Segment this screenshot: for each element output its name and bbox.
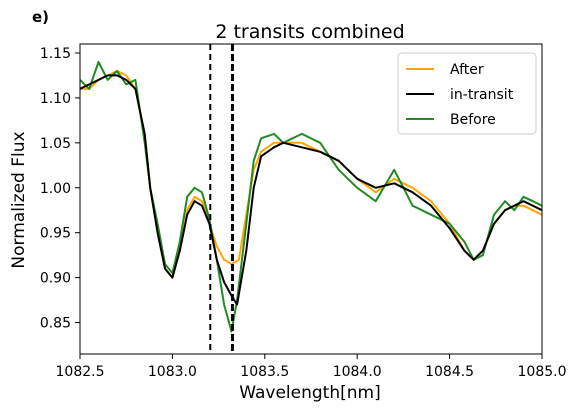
x-tick-label: 1083.0: [148, 364, 197, 380]
legend-label: Before: [450, 112, 496, 128]
y-tick-label: 1.10: [40, 91, 71, 107]
series-line-in-transit: [80, 74, 542, 306]
x-axis: 1082.5 1083.0 1083.5 1084.0 1084.5 1085.0: [56, 354, 567, 380]
legend-box: [397, 52, 537, 135]
x-tick-label: 1083.5: [240, 364, 289, 380]
y-axis-label: Normalized Flux: [9, 131, 29, 268]
legend-label: After: [450, 62, 484, 78]
legend-label: in-transit: [450, 87, 514, 103]
chart-title: 2 transits combined: [215, 21, 404, 43]
series-layer: [80, 61, 542, 333]
x-tick-label: 1082.5: [56, 364, 105, 380]
panel-label: e): [32, 8, 49, 26]
y-tick-label: 0.95: [40, 226, 71, 242]
y-tick-label: 0.85: [40, 316, 71, 332]
vline-layer: [209, 44, 234, 354]
y-tick-label: 1.00: [40, 181, 71, 197]
y-tick-label: 0.90: [40, 271, 71, 287]
x-tick-label: 1085.0: [518, 364, 567, 380]
legend: After in-transit Before: [397, 52, 537, 135]
y-tick-label: 1.05: [40, 136, 71, 152]
plot-area-frame: [79, 43, 543, 355]
x-tick-label: 1084.5: [425, 364, 474, 380]
x-tick-label: 1084.0: [333, 364, 382, 380]
y-tick-label: 1.15: [40, 46, 71, 62]
x-axis-label: Wavelength[nm]: [239, 383, 380, 403]
y-axis: 0.85 0.90 0.95 1.00 1.05 1.10 1.15: [40, 46, 80, 332]
